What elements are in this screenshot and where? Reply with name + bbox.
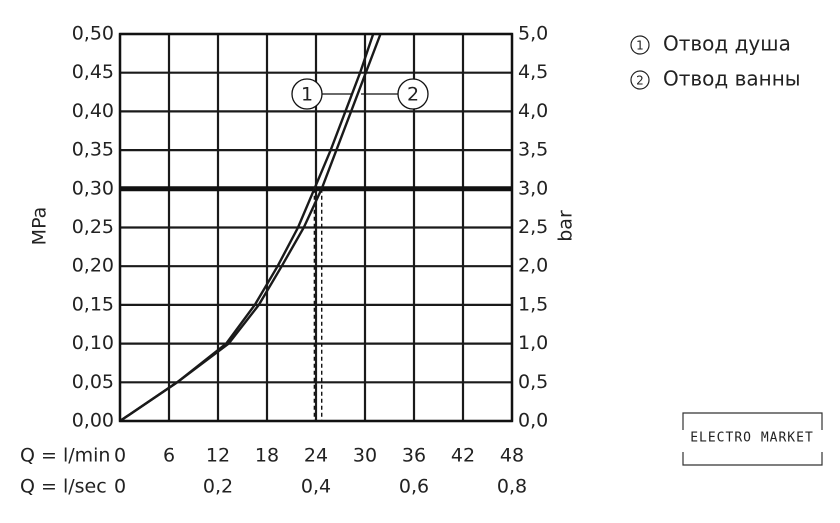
y2-tick-label: 1,0 (518, 332, 548, 354)
legend-number: 2 (636, 74, 644, 88)
x2-tick-label: 0,4 (301, 476, 331, 498)
y2-tick-label: 1,5 (518, 293, 548, 315)
y2-tick-label: 3,5 (518, 139, 548, 161)
x-tick-label: 36 (402, 445, 426, 467)
y-tick-label: 0,50 (72, 23, 114, 45)
x2-tick-label: 0,2 (203, 476, 233, 498)
y-tick-label: 0,30 (72, 177, 114, 199)
y-tick-label: 0,45 (72, 61, 114, 83)
data-line (119, 33, 382, 422)
callout-label: 1 (301, 84, 313, 106)
legend-symbol (630, 70, 650, 90)
watermark-frame (682, 452, 823, 466)
x2-tick-label: 0,8 (497, 476, 527, 498)
y2-axis-title: bar (555, 210, 577, 242)
legend-label: Отвод ванны (663, 67, 801, 91)
x2-axis-title: Q = l/sec (20, 476, 107, 498)
y-tick-label: 0,05 (72, 371, 114, 393)
y-tick-label: 0,40 (72, 100, 114, 122)
y2-tick-label: 4,5 (518, 61, 548, 83)
watermark-frame (682, 412, 823, 430)
watermark-text: ELECTRO MARKET (690, 431, 814, 446)
y-tick-label: 0,20 (72, 255, 114, 277)
plot-frame (118, 32, 514, 423)
callout-circle (291, 78, 323, 110)
legend-label: Отвод душа (663, 32, 791, 56)
x2-tick-label: 0 (114, 476, 126, 498)
x-tick-label: 0 (114, 445, 126, 467)
y2-tick-label: 2,0 (518, 255, 548, 277)
y2-tick-label: 4,0 (518, 100, 548, 122)
y2-tick-label: 5,0 (518, 23, 548, 45)
x2-tick-label: 0,6 (399, 476, 429, 498)
x-tick-label: 24 (304, 445, 328, 467)
y2-tick-label: 2,5 (518, 216, 548, 238)
x-axis-title: Q = l/min (20, 445, 110, 467)
y2-tick-label: 0,0 (518, 410, 548, 432)
y-tick-label: 0,00 (72, 410, 114, 432)
x-tick-label: 42 (451, 445, 475, 467)
watermark: ELECTRO MARKET (682, 412, 823, 466)
y2-tick-label: 0,5 (518, 371, 548, 393)
legend-symbol (630, 35, 650, 55)
x-tick-label: 18 (255, 445, 279, 467)
x-tick-label: 30 (353, 445, 377, 467)
y-tick-label: 0,25 (72, 216, 114, 238)
x-tick-label: 48 (500, 445, 524, 467)
callout-circle (397, 78, 429, 110)
y-tick-label: 0,15 (72, 293, 114, 315)
callout-label: 2 (407, 84, 419, 106)
x-tick-label: 6 (163, 445, 175, 467)
y-tick-label: 0,35 (72, 139, 114, 161)
y-axis-title: MPa (29, 207, 51, 246)
y2-tick-label: 3,0 (518, 177, 548, 199)
x-tick-label: 12 (206, 445, 230, 467)
legend-number: 1 (636, 39, 644, 53)
y-tick-label: 0,10 (72, 332, 114, 354)
